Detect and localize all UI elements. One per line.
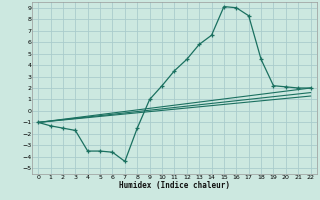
- X-axis label: Humidex (Indice chaleur): Humidex (Indice chaleur): [119, 181, 230, 190]
